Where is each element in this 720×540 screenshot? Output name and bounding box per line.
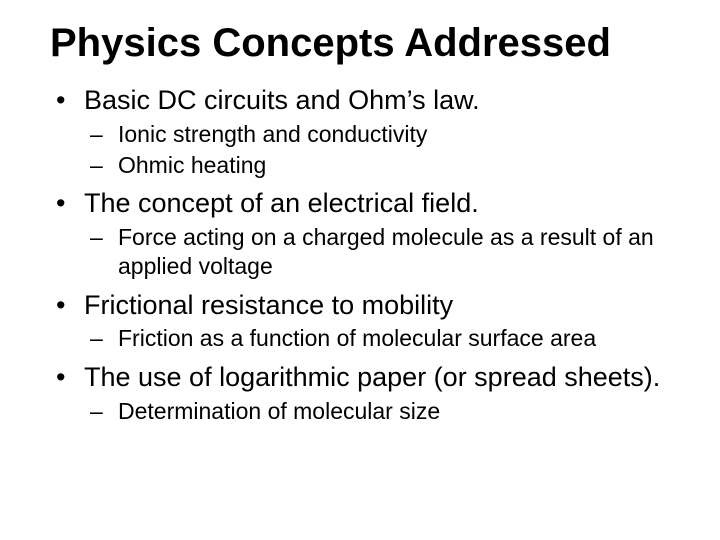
list-item-text: The concept of an electrical field. xyxy=(84,188,479,218)
sub-list-item: Friction as a function of molecular surf… xyxy=(84,324,670,353)
sub-bullet-list: Friction as a function of molecular surf… xyxy=(84,324,670,353)
sub-list-item: Determination of molecular size xyxy=(84,397,670,426)
sub-list-item: Force acting on a charged molecule as a … xyxy=(84,223,670,281)
list-item-text: Frictional resistance to mobility xyxy=(84,290,453,320)
list-item-text: The use of logarithmic paper (or spread … xyxy=(84,362,660,392)
bullet-list: Basic DC circuits and Ohm’s law. Ionic s… xyxy=(50,84,670,426)
list-item: Basic DC circuits and Ohm’s law. Ionic s… xyxy=(50,84,670,179)
list-item: The use of logarithmic paper (or spread … xyxy=(50,361,670,426)
sub-list-item: Ionic strength and conductivity xyxy=(84,120,670,149)
sub-bullet-list: Determination of molecular size xyxy=(84,397,670,426)
list-item-text: Basic DC circuits and Ohm’s law. xyxy=(84,85,480,115)
sub-bullet-list: Ionic strength and conductivity Ohmic he… xyxy=(84,120,670,180)
list-item: Frictional resistance to mobility Fricti… xyxy=(50,289,670,354)
sub-bullet-list: Force acting on a charged molecule as a … xyxy=(84,223,670,281)
list-item: The concept of an electrical field. Forc… xyxy=(50,187,670,280)
sub-list-item: Ohmic heating xyxy=(84,151,670,180)
slide-title: Physics Concepts Addressed xyxy=(50,20,670,66)
slide: Physics Concepts Addressed Basic DC circ… xyxy=(0,0,720,540)
